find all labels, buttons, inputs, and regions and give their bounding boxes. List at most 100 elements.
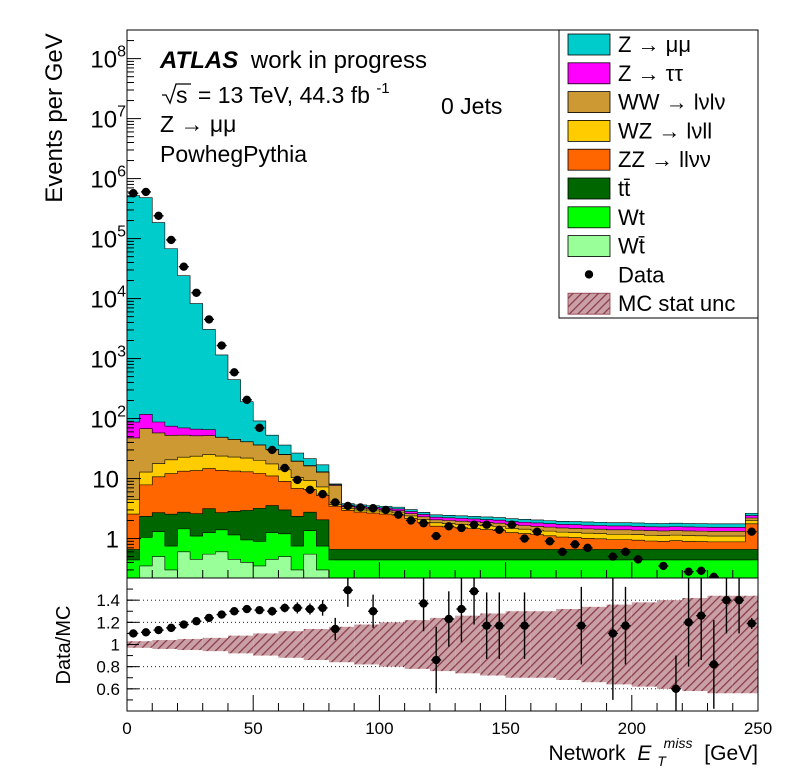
data-point: [343, 501, 353, 511]
legend-swatch: [567, 177, 611, 200]
atlas-status: work in progress: [250, 47, 427, 74]
generator-label: PowhegPythia: [160, 141, 307, 167]
data-point: [469, 520, 479, 529]
energy-lumi-label: s = 13 TeV, 44.3 fb -1: [162, 80, 390, 108]
y-tick-base: 10: [90, 227, 117, 254]
legend-swatch: [567, 91, 611, 113]
mc-unc-band: [152, 640, 178, 649]
data-point: [633, 555, 643, 564]
y-tick-exponent: 7: [117, 104, 126, 121]
data-point: [166, 235, 176, 245]
legend-label: Wt̄: [618, 234, 645, 259]
y-tick-label: 10: [92, 467, 119, 494]
data-point: [583, 543, 592, 553]
mc-unc-band: [328, 626, 355, 663]
x-tick-label: 250: [744, 719, 772, 738]
category-label: 0 Jets: [441, 93, 502, 119]
data-point: [520, 534, 529, 543]
data-point: [495, 525, 504, 534]
ratio-point: [204, 613, 214, 623]
data-point: [192, 288, 201, 297]
ratio-point: [293, 603, 302, 613]
data-point: [697, 566, 706, 576]
data-point: [532, 527, 542, 536]
ratio-point: [469, 587, 479, 596]
ratio-point: [709, 660, 719, 669]
x-axis-prefix: Network: [549, 742, 627, 765]
legend-swatch: [567, 62, 611, 85]
mc-unc-band: [682, 597, 708, 692]
ratio-point: [734, 595, 744, 605]
data-point: [280, 463, 289, 473]
data-point: [267, 445, 277, 455]
ratio-y-tick-label: 1: [111, 636, 120, 655]
y-tick-exponent: 2: [117, 404, 126, 421]
x-axis-sup: miss: [664, 735, 693, 751]
legend-label: ZZ → llνν: [618, 147, 711, 172]
ratio-x-ticks: 0 50 100 150 200 250: [122, 695, 772, 738]
data-point: [368, 504, 378, 513]
stack-Wtbar: [127, 551, 758, 578]
ratio-point: [419, 599, 428, 608]
energy-text: = 13 TeV, 44.3 fb: [198, 82, 370, 108]
ratio-point: [444, 614, 454, 624]
data-point: [684, 567, 693, 576]
y-tick-exponent: 5: [117, 224, 126, 241]
data-point: [217, 341, 226, 350]
x-tick-label: 100: [365, 719, 393, 738]
ratio-point: [318, 603, 327, 613]
ratio-point: [495, 621, 504, 630]
x-axis-variable: E: [637, 742, 652, 765]
mc-unc-band: [631, 602, 658, 687]
mc-unc-band: [732, 595, 758, 694]
data-point: [545, 537, 554, 546]
atlas-label: ATLAS work in progress: [159, 47, 427, 74]
data-point: [141, 187, 151, 197]
ratio-point: [179, 620, 188, 629]
main-y-axis-label: Events per GeV: [41, 33, 68, 202]
legend-label: WW → lνlν: [618, 90, 726, 115]
data-point: [507, 520, 517, 529]
sqrt-symbol-icon: [162, 83, 191, 105]
ratio-point: [577, 621, 586, 630]
data-point: [482, 520, 491, 529]
ratio-point: [608, 629, 618, 638]
data-point: [558, 547, 567, 557]
mc-unc-band: [707, 595, 733, 694]
data-point: [747, 527, 756, 536]
data-point: [621, 547, 630, 557]
data-point: [242, 395, 252, 405]
data-point: [570, 540, 580, 549]
legend-label: Wt: [618, 205, 645, 230]
legend-label: Z → ττ: [618, 61, 683, 86]
legend-swatch: [567, 120, 611, 142]
data-point: [381, 505, 390, 515]
ratio-point: [305, 604, 315, 614]
y-tick-exponent: 6: [117, 164, 126, 181]
mc-unc-band: [581, 606, 607, 683]
data-point: [444, 522, 454, 531]
process-label: Z → μμ: [160, 111, 236, 137]
mc-unc-band: [530, 611, 557, 678]
mc-unc-band: [455, 615, 481, 674]
y-tick-label: 102: [90, 404, 126, 434]
ratio-point: [343, 585, 353, 595]
y-tick-label: 108: [90, 44, 126, 74]
legend-swatch: [567, 33, 611, 56]
ratio-point: [255, 605, 264, 615]
svg-text:s = 13 TeV, 44.3 fb: s = 13 TeV, 44.3 fb -1: [176, 80, 390, 108]
ratio-y-ticks: 0.6 0.8 1 1.2 1.4: [96, 588, 139, 701]
ratio-y-tick-label: 1.2: [96, 613, 120, 632]
ratio-y-tick-label: 1.4: [96, 591, 120, 610]
legend-marker: [584, 270, 594, 279]
ratio-point: [368, 607, 378, 616]
data-point: [318, 489, 327, 499]
y-tick-exponent: 3: [117, 344, 126, 361]
ratio-point: [230, 607, 239, 616]
ratio-point: [129, 629, 138, 638]
legend-swatch: [567, 206, 611, 229]
data-point: [331, 498, 340, 507]
data-point: [659, 561, 668, 571]
mc-unc-band: [606, 604, 632, 685]
